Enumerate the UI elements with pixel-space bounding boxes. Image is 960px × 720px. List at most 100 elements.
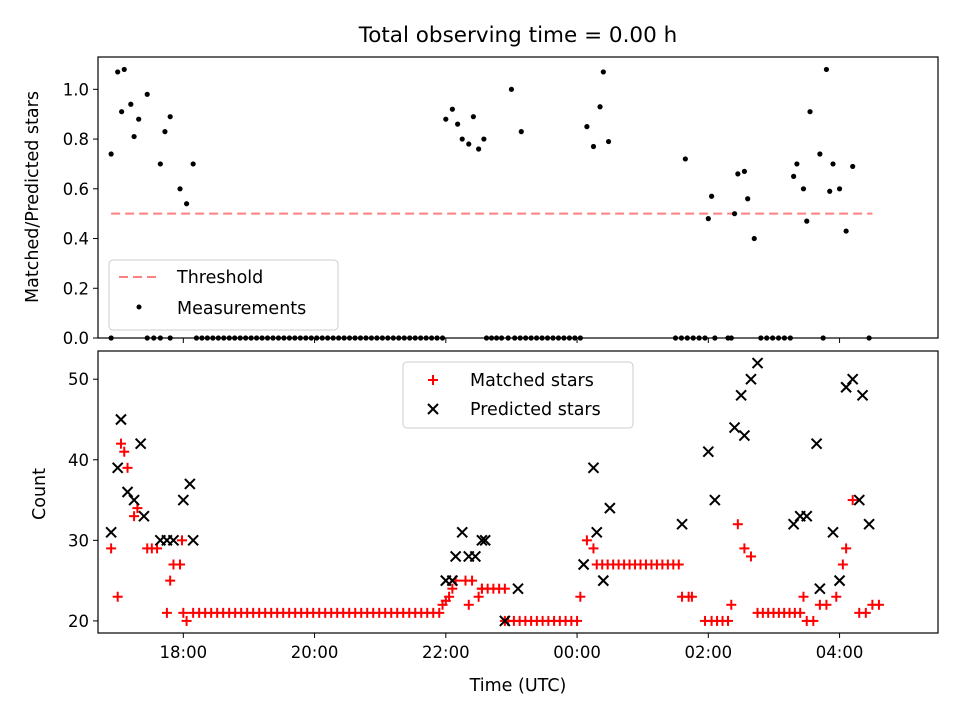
measurement-point	[136, 116, 142, 122]
measurement-point	[476, 146, 482, 152]
ratio-y-tick-label: 0.6	[63, 180, 89, 199]
predicted-star-point	[187, 534, 199, 547]
measurement-point	[800, 186, 807, 192]
matched-star-point	[841, 543, 852, 554]
matched-star-point	[795, 607, 806, 618]
matched-star-point	[152, 543, 163, 554]
measurement-point	[590, 143, 597, 150]
matched-star-point	[572, 615, 583, 626]
legend-matched-swatch	[428, 375, 438, 385]
measurement-point	[817, 151, 823, 157]
measurement-point	[682, 156, 688, 162]
matched-star-point	[739, 543, 750, 554]
count-y-axis: 20 30 40 50	[68, 370, 98, 631]
measurement-point	[115, 69, 121, 75]
matched-star-point	[581, 535, 592, 546]
measurement-point	[735, 171, 741, 177]
count-y-tick-label: 20	[68, 612, 89, 631]
predicted-star-point	[728, 421, 741, 434]
matched-star-point	[177, 535, 187, 546]
measurement-point	[508, 86, 515, 92]
predicted-star-point	[512, 582, 524, 595]
matched-star-point	[745, 551, 756, 562]
measurement-point	[449, 106, 455, 112]
matched-star-point	[161, 607, 172, 618]
predicted-star-point	[751, 357, 764, 369]
predicted-star-point	[702, 446, 715, 458]
matched-star-point	[181, 615, 192, 626]
ratio-y-axis-label: Matched/Predicted stars	[23, 91, 43, 303]
measurement-point	[144, 91, 150, 97]
ratio-y-axis: 0.0 0.2 0.4 0.6 0.8 1.0	[63, 80, 98, 348]
count-legend: Matched stars Predicted stars	[402, 361, 634, 429]
measurement-point	[843, 228, 849, 234]
measurement-point	[705, 216, 711, 222]
ratio-legend: Threshold Measurements	[108, 259, 339, 331]
predicted-star-point	[177, 494, 190, 506]
matched-star-point	[499, 583, 510, 594]
ratio-y-tick-label: 0.2	[63, 279, 89, 298]
measurement-point	[804, 218, 810, 224]
predicted-star-point	[840, 381, 852, 393]
predicted-star-point	[449, 550, 462, 563]
measurement-point	[162, 129, 168, 135]
ratio-panel: 0.0 0.2 0.4 0.6 0.8 1.0 Matched/Predicted sta…	[23, 56, 939, 348]
measurement-point	[745, 196, 751, 202]
measurement-point	[807, 109, 813, 115]
predicted-star-point	[735, 389, 747, 402]
matched-star-point	[122, 462, 133, 473]
matched-star-point	[726, 599, 737, 610]
matched-star-point	[873, 599, 884, 610]
predicted-star-point	[121, 486, 134, 498]
measurement-point	[459, 136, 465, 142]
measurement-point	[455, 121, 461, 127]
predicted-star-point	[111, 462, 124, 474]
legend-predicted-marker	[427, 403, 439, 415]
ratio-x-ticks	[182, 338, 841, 343]
matched-star-point	[129, 511, 140, 522]
measurement-point	[600, 69, 606, 75]
legend-threshold-label: Threshold	[176, 268, 263, 288]
measurement-point	[167, 114, 173, 120]
measurement-point	[741, 168, 748, 174]
predicted-star-point	[597, 574, 610, 587]
count-x-axis: 18:00 20:00 22:00 00:00 02:00 04:00	[160, 633, 863, 662]
measurement-point	[177, 186, 183, 192]
matched-star-point	[798, 591, 809, 602]
matched-star-point	[467, 575, 478, 586]
chart-title: Total observing time = 0.00 h	[358, 23, 678, 48]
measurement-point	[830, 161, 836, 167]
matched-star-point	[434, 607, 445, 618]
ratio-legend-box	[108, 259, 339, 331]
measurement-point	[731, 211, 738, 217]
predicted-star-point	[577, 558, 590, 571]
matched-star-point	[119, 446, 130, 457]
predicted-star-point	[863, 518, 875, 530]
count-x-tick-label: 22:00	[422, 643, 470, 662]
count-x-tick-label: 18:00	[160, 643, 208, 662]
predicted-star-point	[587, 462, 600, 474]
predicted-star-point	[604, 502, 616, 514]
count-y-tick-label: 40	[68, 451, 89, 470]
count-y-tick-label: 50	[68, 370, 89, 389]
predicted-star-point	[827, 526, 839, 538]
predicted-star-point	[469, 550, 482, 563]
measurement-point	[794, 161, 800, 167]
measurement-point	[584, 124, 590, 130]
measurement-point	[751, 235, 757, 242]
measurement-point	[850, 163, 856, 170]
measurement-point	[128, 101, 134, 107]
matched-star-point	[115, 438, 126, 449]
measurement-point	[119, 109, 125, 115]
matched-star-point	[860, 607, 871, 618]
ratio-y-tick-label: 0.0	[63, 329, 89, 348]
predicted-star-point	[856, 389, 869, 402]
measurement-point	[183, 201, 190, 207]
matched-star-point	[821, 599, 832, 610]
count-x-axis-label: Time (UTC)	[469, 676, 567, 696]
predicted-star-point	[591, 526, 603, 538]
predicted-star-point	[814, 582, 826, 595]
matched-star-point	[837, 559, 848, 570]
